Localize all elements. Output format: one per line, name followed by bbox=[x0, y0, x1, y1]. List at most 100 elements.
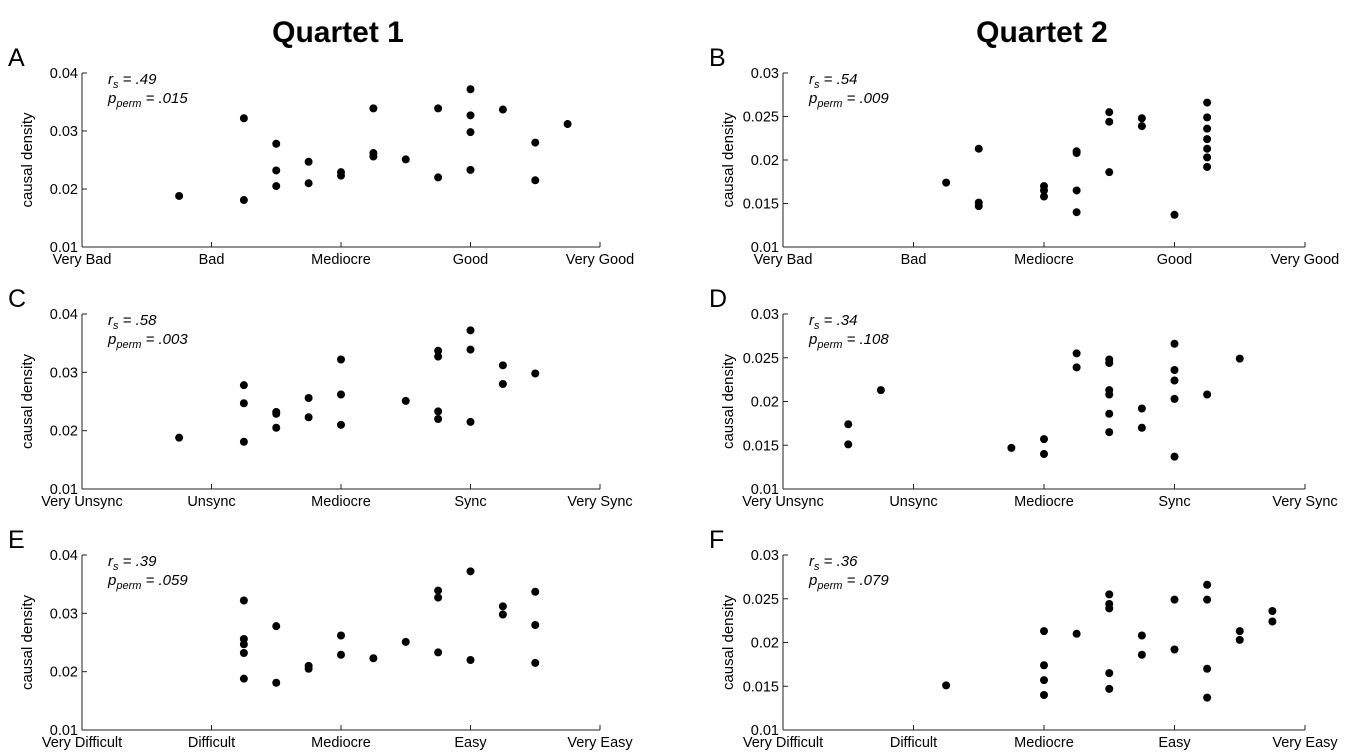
data-point bbox=[1170, 366, 1179, 374]
panel-letter: C bbox=[8, 285, 26, 313]
x-tick-label: Difficult bbox=[188, 735, 235, 751]
data-point bbox=[434, 352, 443, 361]
p-subscript: perm bbox=[816, 98, 842, 110]
data-point bbox=[239, 381, 248, 390]
y-tick-label: 0.015 bbox=[743, 679, 779, 695]
p-value: = .079 bbox=[842, 572, 889, 589]
r-value: = .34 bbox=[820, 312, 858, 329]
data-point bbox=[434, 346, 443, 355]
data-point bbox=[531, 587, 540, 596]
data-point bbox=[1137, 114, 1146, 123]
data-point bbox=[1203, 664, 1212, 673]
data-point bbox=[175, 191, 184, 200]
x-tick-label: Very Bad bbox=[53, 252, 112, 268]
svg-text:pperm = .059: pperm = .059 bbox=[107, 572, 188, 592]
r-subscript: s bbox=[814, 561, 820, 573]
panel-letter: D bbox=[709, 285, 727, 313]
r-subscript: s bbox=[113, 320, 119, 332]
y-tick-label: 0.04 bbox=[50, 548, 78, 564]
data-point bbox=[876, 386, 885, 395]
data-point bbox=[1170, 595, 1179, 604]
panel-c: C 0.01 0.02 0.03 0.04 Very Unsync Unsync Medioc… bbox=[8, 285, 633, 510]
r-subscript: s bbox=[814, 79, 820, 91]
data-point bbox=[1040, 661, 1048, 670]
y-axis-label: causal density bbox=[720, 594, 737, 690]
data-point bbox=[272, 622, 281, 631]
data-point bbox=[239, 196, 248, 205]
data-point bbox=[1105, 117, 1114, 126]
p-value: = .108 bbox=[842, 331, 889, 348]
data-point bbox=[531, 369, 540, 378]
data-point bbox=[563, 120, 572, 129]
data-point bbox=[1137, 404, 1146, 413]
p-subscript: perm bbox=[816, 339, 842, 351]
x-tick-label: Very Bad bbox=[754, 252, 813, 268]
data-point bbox=[942, 178, 951, 187]
data-point bbox=[1203, 113, 1212, 122]
data-point bbox=[1105, 600, 1114, 608]
y-tick-label: 0.03 bbox=[751, 548, 779, 564]
data-point bbox=[466, 656, 475, 664]
data-point bbox=[1203, 98, 1212, 107]
y-tick-label: 0.03 bbox=[751, 66, 779, 82]
data-point bbox=[1170, 645, 1179, 654]
data-point bbox=[401, 396, 410, 405]
y-tick-label: 0.03 bbox=[50, 606, 78, 622]
data-point bbox=[498, 380, 507, 388]
y-axis-label: causal density bbox=[720, 112, 737, 208]
y-tick-label: 0.01 bbox=[50, 723, 78, 739]
data-point bbox=[1170, 394, 1179, 403]
x-tick-label: Good bbox=[453, 252, 488, 268]
y-tick-label: 0.02 bbox=[751, 636, 779, 652]
x-tick-label: Easy bbox=[454, 735, 487, 751]
data-point bbox=[434, 415, 443, 423]
y-tick-label: 0.01 bbox=[50, 482, 78, 498]
data-point bbox=[1040, 627, 1048, 636]
data-point bbox=[304, 157, 313, 166]
data-point bbox=[1170, 452, 1179, 461]
data-point bbox=[1170, 339, 1179, 348]
data-point bbox=[239, 399, 248, 408]
panel-b: B 0.01 0.015 0.02 0.025 0.03 Very Bad Bad Medioc… bbox=[709, 44, 1339, 268]
x-tick-label: Very Good bbox=[1271, 252, 1340, 268]
column-title-quartet-1: Quartet 1 bbox=[272, 16, 404, 49]
data-point bbox=[1137, 650, 1146, 659]
p-symbol: p bbox=[808, 572, 817, 589]
data-point bbox=[272, 423, 281, 432]
data-point bbox=[1072, 147, 1081, 156]
data-point bbox=[1235, 635, 1244, 644]
svg-text:rs = .58: rs = .58 bbox=[108, 312, 157, 332]
data-point bbox=[531, 176, 540, 185]
data-point bbox=[1203, 580, 1212, 589]
r-subscript: s bbox=[113, 561, 119, 573]
y-axis-label: causal density bbox=[19, 353, 36, 449]
x-tick-label: Very Good bbox=[566, 252, 635, 268]
data-point bbox=[1235, 354, 1244, 363]
column-title-quartet-2: Quartet 2 bbox=[976, 16, 1108, 49]
data-point bbox=[272, 139, 281, 148]
data-point bbox=[1105, 590, 1114, 599]
data-point bbox=[434, 407, 443, 416]
x-tick-label: Bad bbox=[901, 252, 927, 268]
data-point bbox=[466, 567, 475, 576]
data-point bbox=[239, 437, 248, 446]
p-symbol: p bbox=[107, 331, 116, 348]
data-point bbox=[1040, 450, 1048, 458]
data-point bbox=[531, 621, 540, 629]
data-point bbox=[1072, 186, 1081, 195]
data-point bbox=[1105, 428, 1114, 437]
svg-text:pperm = .003: pperm = .003 bbox=[107, 331, 188, 351]
panels: A 0.01 0.02 0.03 0.04 Very Bad Bad Mediocre Good… bbox=[8, 44, 1339, 751]
y-tick-label: 0.01 bbox=[751, 723, 779, 739]
data-point bbox=[337, 420, 345, 429]
y-tick-label: 0.025 bbox=[743, 592, 779, 608]
r-symbol: r bbox=[809, 553, 815, 570]
x-tick-label: Mediocre bbox=[311, 494, 371, 510]
data-point bbox=[1170, 210, 1179, 219]
y-axis-label: causal density bbox=[19, 594, 36, 690]
x-tick-label: Very Sync bbox=[1272, 494, 1337, 510]
